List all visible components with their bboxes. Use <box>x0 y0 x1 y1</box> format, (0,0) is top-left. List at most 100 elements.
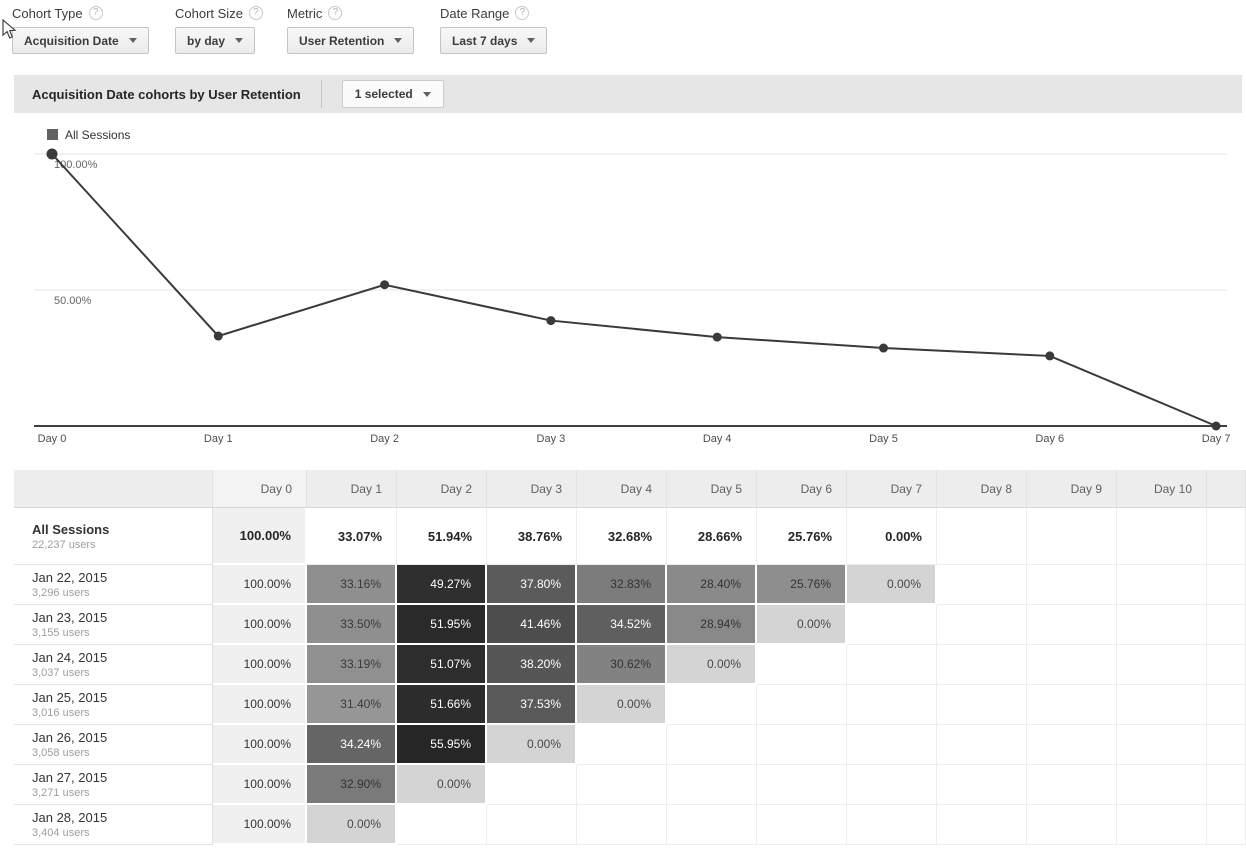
metric-label: Metric <box>287 5 323 21</box>
chart-point[interactable] <box>213 331 223 341</box>
retention-cell <box>1117 685 1207 725</box>
retention-cell: 38.20% <box>487 645 577 685</box>
retention-line <box>51 153 1217 427</box>
cohort-row-header: Jan 28, 2015 3,404 users <box>14 805 213 845</box>
cohort-name: Jan 27, 2015 <box>32 770 108 785</box>
metric-dropdown[interactable]: User Retention <box>287 27 415 54</box>
retention-cell <box>667 805 757 845</box>
chart-point[interactable] <box>1211 421 1221 431</box>
retention-cell: 100.00% <box>213 765 307 805</box>
chevron-down-icon <box>422 91 431 97</box>
retention-cell <box>1207 805 1246 845</box>
retention-cell <box>1207 605 1246 645</box>
retention-cell: 34.24% <box>307 725 397 765</box>
cohort-row-header: Jan 22, 2015 3,296 users <box>14 565 213 605</box>
chevron-down-icon <box>128 38 137 43</box>
cohort-users-count: 3,058 users <box>32 747 90 759</box>
table-row-cohort: Jan 22, 2015 3,296 users 100.00% 33.16% 49.2… <box>14 565 1246 605</box>
retention-cell: 100.00% <box>213 805 307 845</box>
retention-cell <box>1207 685 1246 725</box>
summary-cell: 25.76% <box>757 508 847 565</box>
retention-cell <box>577 765 667 805</box>
retention-cell: 0.00% <box>757 605 847 645</box>
retention-cell: 0.00% <box>397 765 487 805</box>
date-range-value: Last 7 days <box>452 33 518 48</box>
help-icon[interactable]: ? <box>88 6 103 20</box>
cohort-users-count: 3,016 users <box>32 707 90 719</box>
cohort-row-header: Jan 24, 2015 3,037 users <box>14 645 213 685</box>
retention-cell <box>1117 565 1207 605</box>
retention-cell <box>847 725 937 765</box>
retention-line-chart: 100.00% 50.00% Day 0 Day 1 Day 2 Day 3 Day 4 Da… <box>14 146 1242 453</box>
retention-cell: 37.80% <box>487 565 577 605</box>
retention-cell: 55.95% <box>397 725 487 765</box>
summary-cell: 33.07% <box>307 508 397 565</box>
summary-cell <box>937 508 1027 565</box>
chart-point[interactable] <box>712 332 722 342</box>
col-header-empty <box>14 470 213 508</box>
col-header-day-3: Day 3 <box>487 470 577 508</box>
help-icon[interactable]: ? <box>515 6 530 20</box>
cohort-name: Jan 26, 2015 <box>32 730 108 745</box>
y-tick-label: 100.00% <box>54 159 98 171</box>
retention-cell <box>937 765 1027 805</box>
summary-cell <box>1027 508 1117 565</box>
x-tick-label: Day 1 <box>204 433 233 445</box>
retention-cell: 37.53% <box>487 685 577 725</box>
retention-cell: 100.00% <box>213 725 307 765</box>
chart-point[interactable] <box>380 280 390 290</box>
retention-cell <box>1027 645 1117 685</box>
segment-selector-value: 1 selected <box>354 87 413 101</box>
retention-chart-svg: 100.00% 50.00% Day 0 Day 1 Day 2 Day 3 Day 4 Da… <box>34 148 1230 445</box>
col-header-day-4: Day 4 <box>577 470 667 508</box>
retention-cell: 33.50% <box>307 605 397 645</box>
cohort-name: Jan 23, 2015 <box>32 610 108 625</box>
cohort-name: Jan 25, 2015 <box>32 690 108 705</box>
cohort-size-label: Cohort Size <box>175 5 243 21</box>
segment-selector-dropdown[interactable]: 1 selected <box>341 80 444 108</box>
summary-cell: 0.00% <box>847 508 937 565</box>
cohort-row-header: Jan 26, 2015 3,058 users <box>14 725 213 765</box>
cohort-row-header: All Sessions 22,237 users <box>14 508 213 565</box>
cohort-size-dropdown[interactable]: by day <box>175 27 256 54</box>
retention-cell <box>1117 605 1207 645</box>
retention-cell <box>667 685 757 725</box>
retention-cell <box>937 685 1027 725</box>
cohort-type-value: Acquisition Date <box>24 33 119 48</box>
col-header-day-9: Day 9 <box>1027 470 1117 508</box>
x-tick-label: Day 5 <box>869 433 898 445</box>
cohort-users-count: 3,155 users <box>32 627 90 639</box>
cohort-row-header: Jan 23, 2015 3,155 users <box>14 605 213 645</box>
chart-point[interactable] <box>46 148 58 160</box>
summary-cell <box>1207 508 1246 565</box>
retention-cell: 31.40% <box>307 685 397 725</box>
retention-cell <box>1117 765 1207 805</box>
summary-cell <box>1117 508 1207 565</box>
cohort-table-wrap: Day 0 Day 1 Day 2 Day 3 Day 4 Day 5 Day 6 Day 7… <box>14 470 1246 845</box>
date-range-label: Date Range <box>440 5 510 21</box>
chart-point[interactable] <box>546 316 556 326</box>
table-header-row: Day 0 Day 1 Day 2 Day 3 Day 4 Day 5 Day 6 Day 7… <box>14 470 1246 508</box>
cohort-type-dropdown[interactable]: Acquisition Date <box>12 27 149 54</box>
table-row-cohort: Jan 25, 2015 3,016 users 100.00% 31.40% 51.6… <box>14 685 1246 725</box>
summary-cell: 28.66% <box>667 508 757 565</box>
help-icon[interactable]: ? <box>328 6 343 20</box>
retention-cell: 49.27% <box>397 565 487 605</box>
chevron-down-icon <box>527 38 536 43</box>
filter-cohort-size: Cohort Size ? by day <box>175 5 263 54</box>
retention-cell <box>1027 765 1117 805</box>
chart-point[interactable] <box>1045 351 1055 361</box>
col-header-day-1: Day 1 <box>307 470 397 508</box>
filter-metric: Metric ? User Retention <box>287 5 415 54</box>
col-header-day-7: Day 7 <box>847 470 937 508</box>
date-range-dropdown[interactable]: Last 7 days <box>440 27 548 54</box>
cohort-users-count: 3,296 users <box>32 587 90 599</box>
help-icon[interactable]: ? <box>248 6 263 20</box>
retention-cell: 34.52% <box>577 605 667 645</box>
cohort-name: Jan 22, 2015 <box>32 570 108 585</box>
retention-cell <box>937 725 1027 765</box>
retention-cell <box>937 605 1027 645</box>
chart-point[interactable] <box>879 343 888 353</box>
summary-cell: 100.00% <box>213 508 307 565</box>
